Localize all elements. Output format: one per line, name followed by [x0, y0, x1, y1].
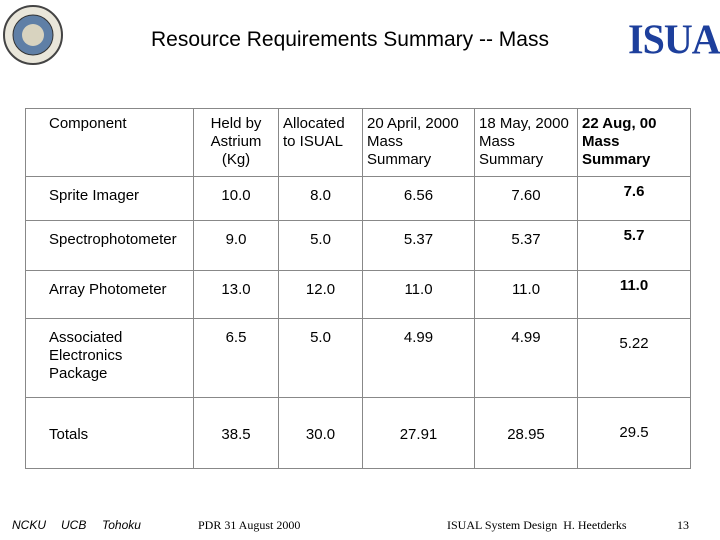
- mass-cell: 5.22: [577, 318, 691, 398]
- header-row: Component Held by Astrium (Kg) Allocated t…: [25, 108, 691, 177]
- mass-cell: 6.56: [362, 176, 475, 221]
- mass-cell: 28.95: [474, 397, 578, 469]
- mass-cell: 5.0: [278, 318, 363, 398]
- footer-institution: UCB: [61, 518, 87, 532]
- column-header: 20 April, 2000 Mass Summary: [362, 108, 475, 177]
- table-row: Array Photometer 13.0 12.0 11.0 11.0 11.0: [25, 270, 691, 319]
- footer-date: PDR 31 August 2000: [198, 518, 301, 532]
- footer-institution: Tohoku: [102, 518, 141, 532]
- component-cell: Associated Electronics Package: [25, 318, 194, 398]
- mass-cell: 5.37: [362, 220, 475, 271]
- table-row: Spectrophotometer 9.0 5.0 5.37 5.37 5.7: [25, 220, 691, 271]
- table-row: Associated Electronics Package 6.5 5.0 4.99…: [25, 318, 691, 398]
- mass-cell: 11.0: [577, 270, 691, 319]
- page-number: 13: [677, 518, 689, 532]
- isual-logo: ISUAL: [628, 15, 720, 64]
- footer-institution: NCKU: [12, 518, 47, 532]
- slide-title: Resource Requirements Summary -- Mass: [151, 28, 549, 51]
- table-row: Sprite Imager 10.0 8.0 6.56 7.60 7.6: [25, 176, 691, 221]
- mass-cell: 9.0: [193, 220, 279, 271]
- seal-logo: [3, 5, 63, 65]
- mass-cell: 27.91: [362, 397, 475, 469]
- table-row: Totals 38.5 30.0 27.91 28.95 29.5: [25, 397, 691, 469]
- mass-table: Component Held by Astrium (Kg) Allocated t…: [25, 108, 691, 469]
- mass-cell: 4.99: [362, 318, 475, 398]
- component-cell: Spectrophotometer: [25, 220, 194, 271]
- mass-cell: 5.7: [577, 220, 691, 271]
- component-cell: Array Photometer: [25, 270, 194, 319]
- mass-cell: 29.5: [577, 397, 691, 469]
- mass-cell: 38.5: [193, 397, 279, 469]
- mass-cell: 8.0: [278, 176, 363, 221]
- mass-cell: 30.0: [278, 397, 363, 469]
- mass-cell: 11.0: [362, 270, 475, 319]
- mass-cell: 13.0: [193, 270, 279, 319]
- column-header: 22 Aug, 00 Mass Summary: [577, 108, 691, 177]
- mass-cell: 12.0: [278, 270, 363, 319]
- mass-cell: 7.6: [577, 176, 691, 221]
- mass-cell: 10.0: [193, 176, 279, 221]
- mass-cell: 5.0: [278, 220, 363, 271]
- component-cell: Sprite Imager: [25, 176, 194, 221]
- mass-cell: 7.60: [474, 176, 578, 221]
- column-header: 18 May, 2000 Mass Summary: [474, 108, 578, 177]
- component-cell: Totals: [25, 397, 194, 469]
- column-header: Held by Astrium (Kg): [193, 108, 279, 177]
- mass-cell: 4.99: [474, 318, 578, 398]
- column-header: Component: [25, 108, 194, 177]
- mass-cell: 6.5: [193, 318, 279, 398]
- mass-cell: 11.0: [474, 270, 578, 319]
- column-header: Allocated to ISUAL: [278, 108, 363, 177]
- mass-cell: 5.37: [474, 220, 578, 271]
- footer-author: ISUAL System Design H. Heetderks: [447, 518, 627, 532]
